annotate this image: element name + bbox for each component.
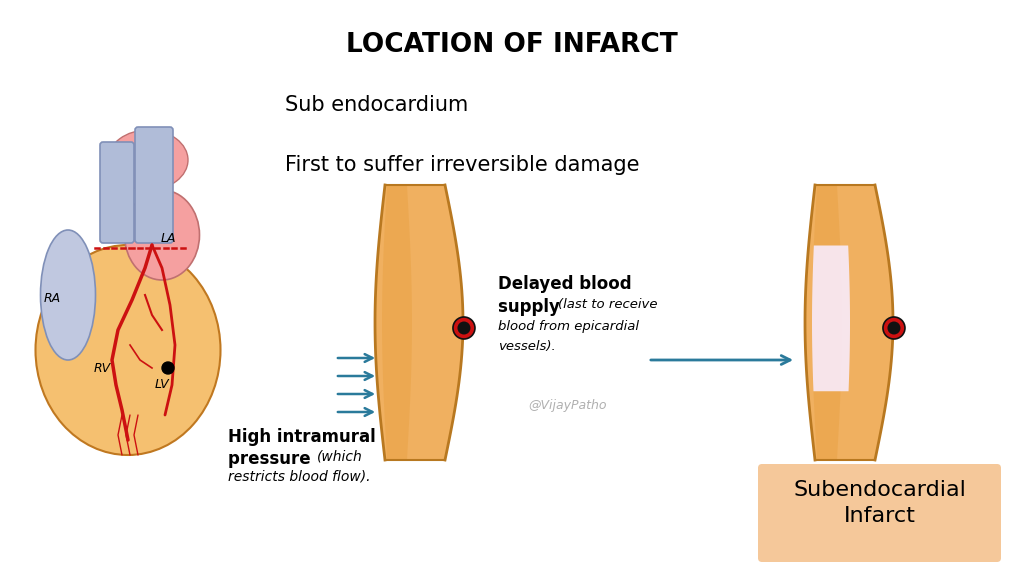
Text: Sub endocardium: Sub endocardium [285,95,468,115]
Circle shape [453,317,475,339]
Text: Delayed blood: Delayed blood [498,275,632,293]
Ellipse shape [41,230,95,360]
Text: RV: RV [93,362,111,374]
Circle shape [883,317,905,339]
Ellipse shape [36,245,220,455]
Text: pressure: pressure [228,450,316,468]
Circle shape [458,321,470,335]
Polygon shape [805,185,893,460]
Text: RA: RA [43,291,60,305]
FancyBboxPatch shape [100,142,134,243]
Circle shape [162,362,174,374]
Polygon shape [375,185,463,460]
Text: LV: LV [155,378,169,392]
Ellipse shape [108,130,188,190]
Text: (which: (which [317,450,362,464]
Ellipse shape [125,190,200,280]
FancyBboxPatch shape [135,127,173,243]
Polygon shape [812,185,842,460]
Text: restricts blood flow).: restricts blood flow). [228,470,371,484]
Text: blood from epicardial: blood from epicardial [498,320,639,333]
Text: First to suffer irreversible damage: First to suffer irreversible damage [285,155,640,175]
Circle shape [888,321,900,335]
Text: LA: LA [160,232,176,244]
Text: LOCATION OF INFARCT: LOCATION OF INFARCT [346,32,678,58]
Text: Subendocardial
Infarct: Subendocardial Infarct [793,480,966,526]
Text: (last to receive: (last to receive [558,298,657,311]
Text: supply: supply [498,298,565,316]
FancyBboxPatch shape [758,464,1001,562]
Text: @VijayPatho: @VijayPatho [528,399,607,411]
Polygon shape [812,245,850,391]
Text: High intramural: High intramural [228,428,376,446]
Polygon shape [382,185,412,460]
Text: vessels).: vessels). [498,340,556,353]
